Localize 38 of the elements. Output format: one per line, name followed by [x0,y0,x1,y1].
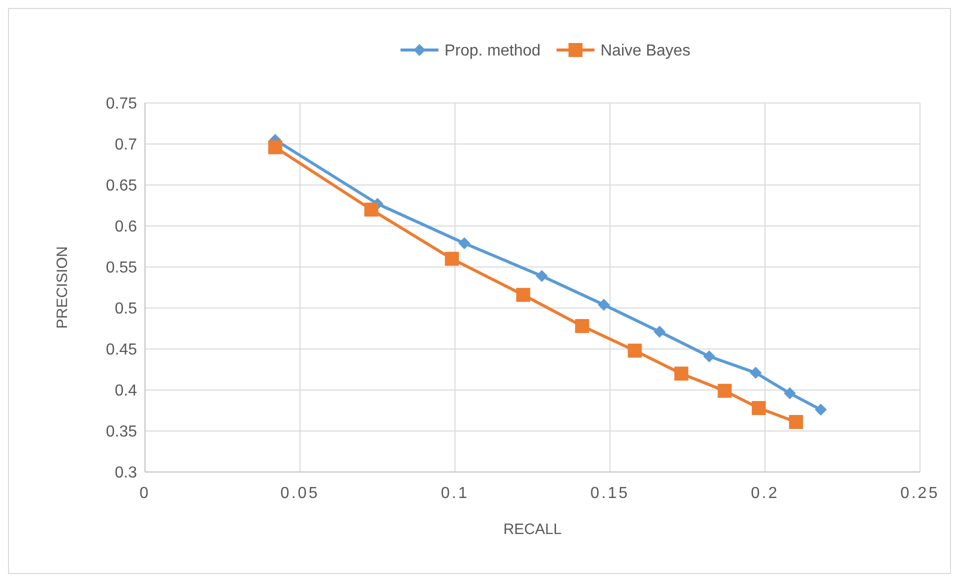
x-tick-label: 0 [140,485,150,502]
point [628,344,642,358]
y-tick-label: 0.45 [106,342,138,359]
y-tick-label: 0.5 [114,300,138,318]
y-tick-label: 0.75 [106,96,138,113]
point [784,387,796,400]
legend-label: Naive Bayes [600,42,690,60]
y-tick-label: 0.7 [114,136,138,154]
point [516,288,530,302]
y-tick-label: 0.6 [114,218,138,236]
point [718,384,732,398]
x-tick-label: 0.2 [750,485,780,502]
point [703,350,716,362]
point [536,270,548,282]
y-tick-label: 0.35 [106,424,138,441]
point [364,202,378,217]
x-axis-title: RECALL [503,521,562,538]
y-tick-label: 0.55 [106,260,138,277]
point [674,366,688,381]
point [444,252,459,266]
x-tick-label: 0.15 [590,485,630,502]
point [575,319,590,334]
y-tick-label: 0.4 [114,382,138,400]
x-tick-label: 0.05 [280,485,320,502]
x-tick-label: 0.1 [440,485,470,502]
point [458,237,470,250]
y-tick-label: 0.3 [114,464,138,482]
point [654,326,666,338]
y-axis-title: PRECISION [54,246,71,329]
point [598,298,610,311]
point [752,401,766,416]
point [789,414,803,429]
y-tick-label: 0.65 [106,178,138,195]
point [750,366,762,379]
x-tick-label: 0.25 [900,485,940,502]
legend-label: Prop. method [444,42,541,60]
point [268,140,282,154]
point [814,404,827,416]
